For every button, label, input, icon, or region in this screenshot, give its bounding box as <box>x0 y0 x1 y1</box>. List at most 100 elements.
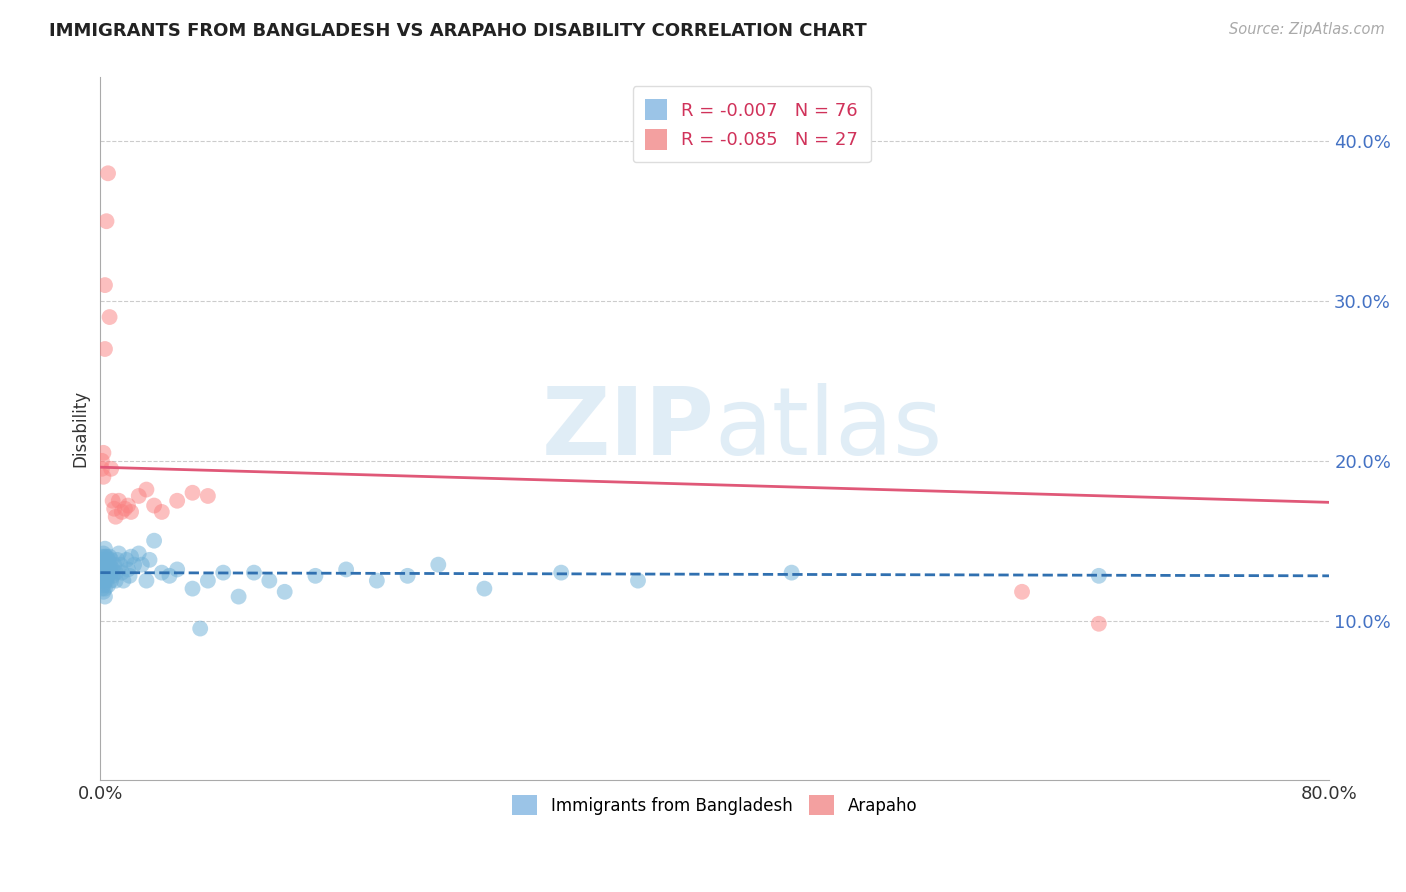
Point <box>93 574 115 588</box>
Point <box>98 549 121 564</box>
Point <box>366 574 388 588</box>
Point <box>98 566 121 580</box>
Point <box>97 562 120 576</box>
Point <box>94 566 117 580</box>
Point <box>166 493 188 508</box>
Point <box>122 558 145 572</box>
Point <box>94 549 117 564</box>
Point <box>93 578 115 592</box>
Point <box>427 558 450 572</box>
Point <box>117 562 139 576</box>
Point <box>94 342 117 356</box>
Point <box>120 505 142 519</box>
Point <box>97 166 120 180</box>
Point <box>128 489 150 503</box>
Point <box>100 566 122 580</box>
Point <box>94 582 117 596</box>
Point <box>98 558 121 572</box>
Point <box>90 462 112 476</box>
Point <box>197 574 219 588</box>
Point <box>94 541 117 556</box>
Point <box>107 493 129 508</box>
Point <box>273 584 295 599</box>
Point <box>114 501 136 516</box>
Point <box>396 569 419 583</box>
Point <box>1088 616 1111 631</box>
Text: IMMIGRANTS FROM BANGLADESH VS ARAPAHO DISABILITY CORRELATION CHART: IMMIGRANTS FROM BANGLADESH VS ARAPAHO DI… <box>49 22 868 40</box>
Point <box>1011 584 1033 599</box>
Point <box>96 566 118 580</box>
Point <box>159 569 181 583</box>
Point <box>100 462 122 476</box>
Point <box>101 493 124 508</box>
Point <box>90 574 112 588</box>
Point <box>97 553 120 567</box>
Point <box>94 278 117 293</box>
Point <box>93 584 115 599</box>
Point <box>143 499 166 513</box>
Point <box>138 553 160 567</box>
Point <box>103 501 125 516</box>
Text: ZIP: ZIP <box>541 383 714 475</box>
Legend: Immigrants from Bangladesh, Arapaho: Immigrants from Bangladesh, Arapaho <box>502 786 927 825</box>
Point <box>94 558 117 572</box>
Point <box>101 569 124 583</box>
Point <box>111 566 134 580</box>
Point <box>166 562 188 576</box>
Point <box>90 549 112 564</box>
Point <box>112 574 135 588</box>
Text: atlas: atlas <box>714 383 943 475</box>
Point <box>104 509 127 524</box>
Point <box>90 566 112 580</box>
Point <box>96 549 118 564</box>
Point <box>107 546 129 560</box>
Point <box>103 558 125 572</box>
Point <box>131 558 153 572</box>
Point <box>627 574 650 588</box>
Point <box>90 558 112 572</box>
Point <box>550 566 572 580</box>
Point <box>120 549 142 564</box>
Point <box>104 574 127 588</box>
Point <box>150 505 173 519</box>
Point <box>188 622 211 636</box>
Point <box>93 569 115 583</box>
Point <box>96 574 118 588</box>
Point <box>1088 569 1111 583</box>
Point <box>135 483 157 497</box>
Point <box>259 574 281 588</box>
Point <box>97 569 120 583</box>
Point <box>93 446 115 460</box>
Point <box>100 553 122 567</box>
Y-axis label: Disability: Disability <box>72 391 89 467</box>
Point <box>100 574 122 588</box>
Point <box>474 582 496 596</box>
Point <box>93 470 115 484</box>
Point <box>90 454 112 468</box>
Point <box>96 214 118 228</box>
Point <box>93 558 115 572</box>
Point <box>243 566 266 580</box>
Point <box>181 485 204 500</box>
Point <box>93 546 115 560</box>
Point <box>101 562 124 576</box>
Point <box>93 562 115 576</box>
Point <box>97 578 120 592</box>
Point <box>96 558 118 572</box>
Point <box>94 574 117 588</box>
Point <box>197 489 219 503</box>
Point <box>94 590 117 604</box>
Point <box>143 533 166 548</box>
Point <box>150 566 173 580</box>
Point <box>780 566 803 580</box>
Point <box>93 566 115 580</box>
Point <box>212 566 235 580</box>
Point <box>128 546 150 560</box>
Point <box>90 582 112 596</box>
Point <box>105 553 128 567</box>
Point <box>117 499 139 513</box>
Point <box>304 569 326 583</box>
Point <box>104 566 127 580</box>
Point <box>181 582 204 596</box>
Point <box>115 553 138 567</box>
